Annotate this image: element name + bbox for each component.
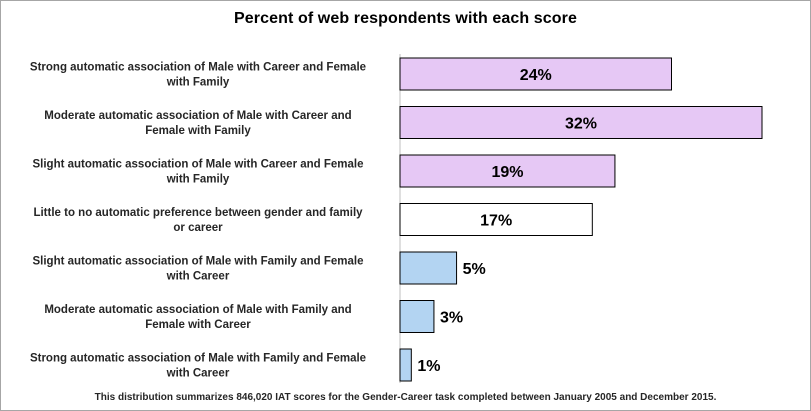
bar-1 [399, 57, 672, 91]
category-label-line: Slight automatic association of Male wit… [32, 159, 363, 171]
category-label-line: Moderate automatic association of Male w… [44, 110, 351, 122]
bar-7 [399, 348, 412, 382]
chart-title: Percent of web respondents with each sco… [234, 10, 577, 27]
bar-value-label-4: 17% [480, 213, 512, 230]
category-label-line: with Career [166, 368, 230, 380]
category-label-line: Little to no automatic preference betwee… [33, 207, 363, 219]
chart-footnote: This distribution summarizes 846,020 IAT… [94, 392, 717, 403]
bar-value-label-6: 3% [440, 310, 463, 327]
bar-value-label-3: 19% [491, 164, 523, 181]
category-label-line: Slight automatic association of Male wit… [32, 256, 363, 268]
category-label-line: with Career [166, 271, 230, 283]
category-label-5: Slight automatic association of Male wit… [32, 256, 363, 283]
category-label-line: with Family [166, 77, 230, 89]
bar-2 [399, 106, 763, 139]
category-label-4: Little to no automatic preference betwee… [33, 207, 363, 234]
category-label-3: Slight automatic association of Male wit… [32, 159, 363, 186]
category-label-line: with Family [166, 174, 230, 186]
bar-value-label-7: 1% [417, 358, 440, 375]
bar-value-label-2: 32% [565, 116, 597, 133]
category-label-line: Female with Career [145, 319, 251, 331]
category-label-line: Strong automatic association of Male wit… [30, 353, 366, 365]
bar-6 [399, 300, 435, 333]
bar-5 [399, 251, 458, 285]
category-label-2: Moderate automatic association of Male w… [44, 110, 351, 137]
bar-4 [399, 203, 593, 236]
category-label-6: Moderate automatic association of Male w… [44, 304, 351, 331]
category-label-line: Moderate automatic association of Male w… [44, 304, 351, 316]
category-label-line: Female with Family [145, 125, 251, 137]
category-label-7: Strong automatic association of Male wit… [30, 353, 366, 380]
bar-value-label-5: 5% [463, 261, 486, 278]
category-label-line: Strong automatic association of Male wit… [30, 62, 366, 74]
bar-value-label-1: 24% [520, 67, 552, 84]
category-label-1: Strong automatic association of Male wit… [30, 62, 366, 89]
category-label-line: or career [173, 222, 223, 234]
bar-3 [399, 154, 616, 188]
